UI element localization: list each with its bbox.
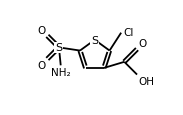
Text: O: O: [138, 38, 147, 48]
Text: O: O: [38, 25, 46, 35]
Text: S: S: [55, 43, 63, 53]
Text: O: O: [38, 61, 46, 71]
Text: NH₂: NH₂: [51, 67, 70, 77]
Text: S: S: [91, 36, 98, 45]
Text: Cl: Cl: [124, 28, 134, 37]
Text: OH: OH: [138, 76, 154, 86]
